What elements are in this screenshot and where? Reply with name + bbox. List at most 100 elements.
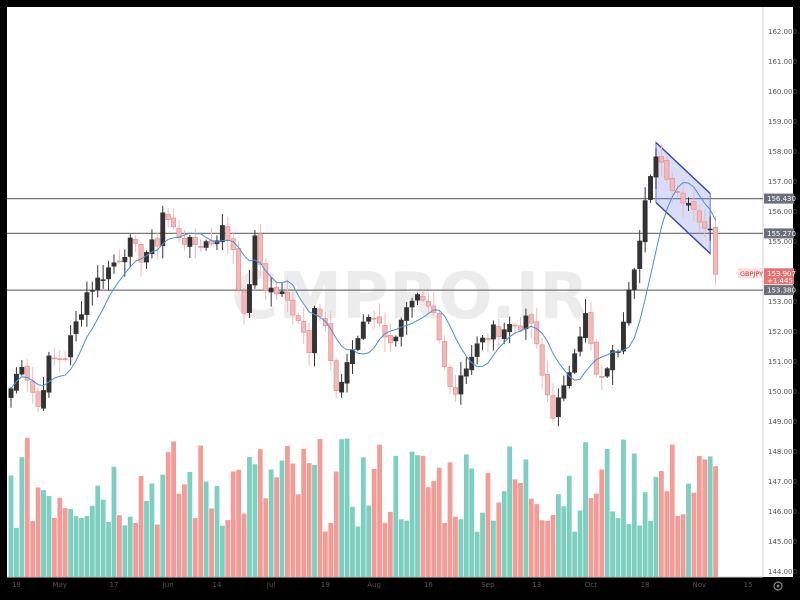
volume-bar bbox=[577, 510, 583, 577]
candle-body bbox=[707, 228, 713, 231]
volume-bar bbox=[371, 468, 377, 577]
volume-bar bbox=[149, 483, 155, 577]
volume-bar bbox=[100, 499, 106, 577]
candle-body bbox=[366, 316, 372, 322]
volume-bar bbox=[507, 446, 513, 577]
symbol-tag bbox=[738, 268, 762, 279]
volume-bar bbox=[62, 508, 68, 577]
candle-body bbox=[572, 353, 578, 373]
y-tick-label: 148.000 bbox=[768, 448, 797, 456]
x-tick-label: Jun bbox=[162, 581, 174, 589]
volume-bar bbox=[35, 487, 41, 577]
candle-body bbox=[458, 375, 464, 395]
candle-body bbox=[30, 380, 36, 393]
volume-bar bbox=[653, 476, 659, 577]
volume-bar bbox=[637, 525, 643, 577]
y-tick-label: 150.000 bbox=[768, 388, 797, 396]
symbol-label: GBPJPY bbox=[740, 270, 763, 278]
level-price-tag bbox=[764, 228, 794, 239]
y-tick-label: 144.000 bbox=[768, 568, 797, 576]
y-tick-label: 161.000 bbox=[768, 58, 797, 66]
candle-body bbox=[295, 315, 301, 321]
candle-body bbox=[41, 390, 46, 409]
volume-bar bbox=[366, 505, 372, 577]
candle-body bbox=[46, 355, 52, 393]
candle-body bbox=[696, 210, 702, 223]
volume-bar bbox=[268, 469, 274, 577]
candle-body bbox=[160, 212, 166, 246]
volume-bar bbox=[187, 471, 193, 577]
volume-bar bbox=[539, 520, 545, 577]
volume-bar bbox=[274, 477, 279, 577]
volume-bar bbox=[686, 483, 691, 577]
volume-bar bbox=[442, 522, 447, 577]
x-tick-label: Nov bbox=[693, 581, 707, 589]
candle-body bbox=[138, 244, 144, 263]
candle-body bbox=[680, 192, 686, 204]
candle-body bbox=[480, 337, 485, 343]
candle-body bbox=[62, 358, 68, 360]
volume-bar bbox=[469, 468, 475, 577]
candle-body bbox=[452, 387, 458, 395]
volume-bar bbox=[388, 511, 393, 577]
volume-bar bbox=[165, 452, 171, 577]
volume-bar bbox=[648, 521, 653, 577]
candle-body bbox=[95, 277, 101, 291]
volume-bar bbox=[447, 462, 453, 577]
volume-bar bbox=[664, 491, 670, 577]
candle-body bbox=[230, 238, 236, 250]
volume-bar bbox=[485, 473, 491, 577]
volume-bar bbox=[73, 516, 79, 577]
candle-body bbox=[626, 289, 632, 324]
candle-body bbox=[154, 238, 160, 247]
volume-bar bbox=[355, 526, 361, 577]
volume-bar bbox=[301, 448, 307, 577]
volume-bar bbox=[51, 517, 57, 577]
candle-body bbox=[350, 349, 355, 364]
volume-bar bbox=[474, 531, 480, 577]
last-price-label: 153.907 bbox=[767, 270, 796, 278]
x-tick-label: 19 bbox=[321, 581, 330, 589]
candle-body bbox=[523, 315, 529, 330]
candle-body bbox=[225, 226, 231, 241]
candle-body bbox=[257, 233, 263, 265]
volume-bar bbox=[453, 516, 458, 577]
volume-bar bbox=[312, 464, 317, 577]
candle-body bbox=[317, 308, 323, 317]
gear-icon[interactable] bbox=[773, 581, 783, 591]
candle-body bbox=[686, 202, 691, 206]
x-tick-label: 13 bbox=[532, 581, 541, 589]
x-tick-label: 14 bbox=[212, 581, 221, 589]
candle-body bbox=[57, 358, 63, 360]
volume-bar bbox=[127, 516, 133, 577]
volume-bar bbox=[415, 455, 420, 577]
candle-body bbox=[127, 237, 133, 257]
channel-upper-line[interactable] bbox=[655, 141, 711, 195]
candle-body bbox=[371, 317, 377, 320]
x-tick-label: Aug bbox=[367, 581, 381, 589]
candle-body bbox=[339, 381, 345, 393]
volume-bar bbox=[393, 456, 399, 577]
volume-bar bbox=[306, 463, 312, 577]
volume-bar bbox=[171, 441, 176, 577]
volume-bar bbox=[84, 516, 90, 577]
volume-bar bbox=[252, 464, 258, 577]
channel-lower-line[interactable] bbox=[655, 201, 711, 255]
volume-bar bbox=[30, 521, 36, 577]
candle-body bbox=[621, 321, 626, 352]
level-price-label: 155.270 bbox=[767, 230, 796, 238]
candle-body bbox=[387, 335, 393, 344]
candle-body bbox=[631, 269, 637, 291]
x-tick-label: Jul bbox=[266, 581, 276, 589]
volume-bar bbox=[496, 502, 502, 577]
candle-body bbox=[165, 213, 171, 220]
candle-body bbox=[344, 362, 350, 384]
volume-bar bbox=[198, 445, 204, 577]
volume-bar bbox=[160, 474, 166, 577]
y-tick-label: 151.000 bbox=[768, 358, 797, 366]
candle-body bbox=[496, 326, 502, 338]
candle-body bbox=[360, 321, 366, 339]
volume-bar bbox=[480, 512, 485, 577]
candle-body bbox=[122, 256, 128, 263]
